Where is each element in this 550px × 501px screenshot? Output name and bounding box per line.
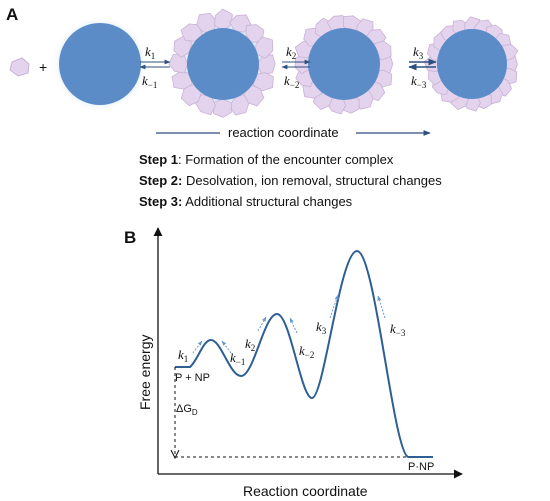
- energy-profile-curve: [175, 249, 433, 458]
- corona-protein: [255, 36, 274, 59]
- equilibrium-arrows-3: [408, 58, 437, 71]
- reaction-coordinate-label: reaction coordinate: [228, 125, 339, 140]
- profile-k-minus2: k−2: [299, 343, 314, 360]
- profile-k3: k3: [316, 319, 327, 336]
- rate-k-minus1: k−1: [142, 73, 157, 90]
- rate-k3: k3: [413, 44, 424, 61]
- rate-k-minus2: k−2: [284, 73, 299, 90]
- forward-hint-arrows: [192, 294, 339, 354]
- step-2: Step 2: Desolvation, ion removal, struct…: [139, 173, 442, 188]
- corona-protein: [173, 35, 193, 58]
- profile-k-minus3: k−3: [390, 321, 406, 338]
- final-complex: [423, 16, 519, 112]
- delta-g-label: ΔGD: [176, 403, 198, 417]
- corona-protein: [168, 53, 188, 74]
- profile-k1: k1: [178, 347, 188, 364]
- x-axis-label: Reaction coordinate: [243, 483, 368, 499]
- y-axis-label: Free energy: [137, 335, 153, 410]
- panel-a-label: A: [6, 5, 18, 24]
- step-1: Step 1: Formation of the encounter compl…: [139, 152, 394, 167]
- equilibrium-arrows-1: [139, 59, 171, 70]
- rate-k-minus3: k−3: [411, 73, 427, 90]
- rate-k1: k1: [145, 44, 155, 61]
- reverse-hint-arrows: [221, 295, 386, 354]
- delta-g-arrowhead: [170, 449, 180, 460]
- nanoparticle-free: [59, 23, 141, 105]
- profile-k-minus1: k−1: [230, 350, 245, 367]
- protein-icon: [9, 57, 30, 77]
- corona-protein: [213, 98, 232, 118]
- desolvated-complex: [294, 15, 394, 115]
- corona-protein: [252, 72, 274, 92]
- encounter-complex: [168, 8, 276, 118]
- equilibrium-arrows-2: [281, 59, 311, 70]
- profile-k2: k2: [245, 336, 255, 353]
- plus-sign: +: [39, 59, 47, 75]
- step-3: Step 3: Additional structural changes: [139, 194, 353, 209]
- start-state-label: P + NP: [175, 372, 210, 384]
- end-state-label: P·NP: [408, 461, 434, 473]
- panel-b-label: B: [124, 228, 136, 247]
- rate-k2: k2: [286, 44, 296, 61]
